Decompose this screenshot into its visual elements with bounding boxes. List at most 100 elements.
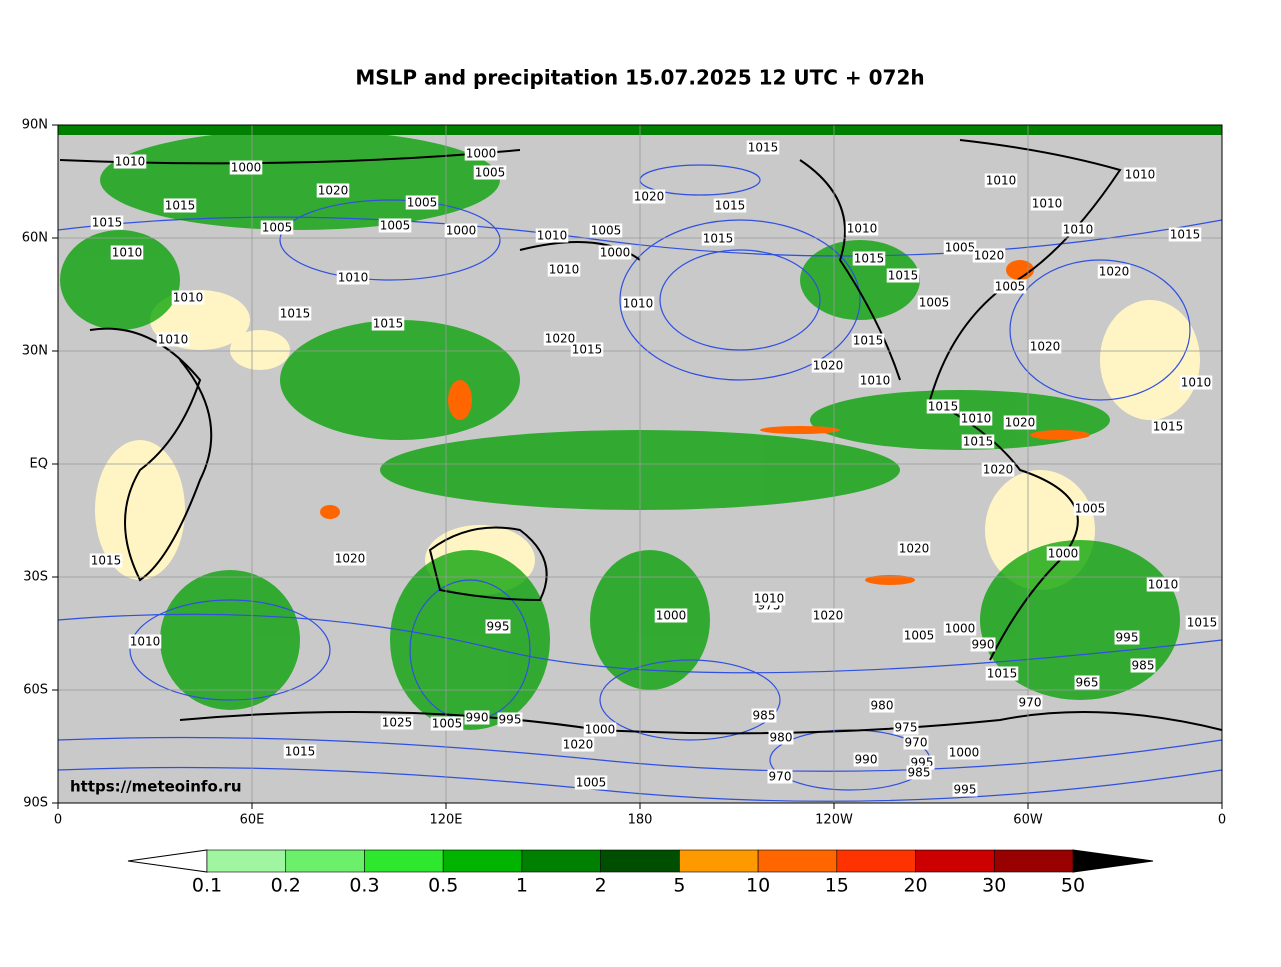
isobar-label-bg <box>926 399 960 414</box>
colorbar-label: 1 <box>516 875 528 897</box>
isobar-label: 1010 <box>754 592 785 606</box>
isobar-label: 1005 <box>380 219 411 233</box>
isobar-label-bg <box>473 165 507 180</box>
isobar-label-bg <box>621 296 655 311</box>
isobar-label-bg <box>405 195 439 210</box>
isobar-label-bg <box>113 154 147 169</box>
colorbar-label: 0.1 <box>192 875 222 897</box>
isobar-label-bg <box>851 333 885 348</box>
isobar-label: 1000 <box>945 622 976 636</box>
isobar-label-bg <box>961 434 995 449</box>
isobar-label-bg <box>497 712 523 727</box>
colorbar-segment <box>836 849 916 873</box>
colorbar-segment <box>757 849 838 873</box>
isobar-label: 1015 <box>1187 616 1218 630</box>
isobar-label-bg <box>589 223 623 238</box>
isobar-label-bg <box>316 183 350 198</box>
isobar-label: 1010 <box>1032 197 1063 211</box>
isobar-label: 1005 <box>1075 502 1106 516</box>
isobar-label: 995 <box>954 783 977 797</box>
isobar-label: 1010 <box>112 246 143 260</box>
isobar-label-bg <box>845 221 879 236</box>
axes: 90N 60N 30N EQ 30S 60S 90S 0 60E 120E 180 120W 60W 0 <box>22 118 1226 828</box>
colorbar-label: 20 <box>903 875 927 897</box>
isobar-label: 1010 <box>623 297 654 311</box>
isobar-label: 970 <box>905 736 928 750</box>
isobar-label: 1020 <box>634 190 665 204</box>
isobar-label-bg <box>598 245 632 260</box>
isobar-label: 1000 <box>231 161 262 175</box>
isobar-label: 1000 <box>949 746 980 760</box>
isobar-label: 975 <box>895 721 918 735</box>
isobar-label: 1015 <box>1153 420 1184 434</box>
lon-label: 60W <box>1013 813 1043 828</box>
isobar-label-bg <box>985 666 1019 681</box>
colorbar-segment <box>364 849 444 873</box>
isobar-label: 1015 <box>853 334 884 348</box>
isobar-label-bg <box>378 218 412 233</box>
isobar-label: 995 <box>487 620 510 634</box>
colorbar-label: 10 <box>746 875 770 897</box>
isobar-label-bg <box>430 716 464 731</box>
isobar-label-bg <box>852 251 886 266</box>
isobar-label-bg <box>858 373 892 388</box>
isobar-label-bg <box>869 698 895 713</box>
isobar-label-bg <box>1130 658 1156 673</box>
isobar-label: 1005 <box>919 296 950 310</box>
isobar-label-bg <box>1168 227 1202 242</box>
isobar-label-bg <box>902 628 936 643</box>
colorbar-label: 0.5 <box>428 875 458 897</box>
isobar-label: 1010 <box>1063 223 1094 237</box>
colorbar-segment <box>600 849 680 873</box>
isobar-label-bg <box>90 215 124 230</box>
isobar-label: 1020 <box>545 332 576 346</box>
isobar-label: 1010 <box>537 229 568 243</box>
isobar-label-bg <box>893 720 919 735</box>
isobar-label: 970 <box>769 770 792 784</box>
isobar-label-bg <box>464 146 498 161</box>
isobar-label: 1020 <box>1005 416 1036 430</box>
isobar-label: 965 <box>1076 676 1099 690</box>
isobar-label: 985 <box>1132 659 1155 673</box>
isobar-label: 1020 <box>813 359 844 373</box>
colorbar-label: 0.3 <box>349 875 379 897</box>
isobar-label-bg <box>1185 615 1219 630</box>
isobar-label: 1015 <box>92 216 123 230</box>
lat-label: 30N <box>22 344 48 359</box>
isobar-label-bg <box>972 248 1006 263</box>
lat-label: 30S <box>23 570 48 585</box>
isobar-label: 1000 <box>585 723 616 737</box>
isobar-label: 1010 <box>1148 578 1179 592</box>
colorbar-segment <box>521 849 601 873</box>
isobar-label: 1020 <box>983 463 1014 477</box>
isobar-label-bg <box>947 745 981 760</box>
isobar-label-bg <box>278 306 312 321</box>
isobar-label-bg <box>371 316 405 331</box>
isobar-label-bg <box>1097 264 1131 279</box>
colorbar-segment <box>442 849 523 873</box>
isobar-label: 1020 <box>1099 265 1130 279</box>
isobar-label-bg <box>283 744 317 759</box>
isobar-label: 1005 <box>262 221 293 235</box>
isobar-label-bg <box>752 591 786 606</box>
isobar-label-bg <box>811 358 845 373</box>
isobar-label-bg <box>1074 675 1100 690</box>
isobar-label-bg <box>632 189 666 204</box>
isobar-label-bg <box>171 290 205 305</box>
isobar-label: 1005 <box>475 166 506 180</box>
isobar-label-bg <box>128 634 162 649</box>
isobar-label-bg <box>1123 167 1157 182</box>
isobar-label-bg <box>1151 419 1185 434</box>
lon-label: 120W <box>815 813 853 828</box>
isobar-label: 1015 <box>703 232 734 246</box>
isobar-label: 1015 <box>280 307 311 321</box>
isobar-label-bg <box>561 737 595 752</box>
isobar-label: 1010 <box>1181 376 1212 390</box>
isobar-label-bg <box>1028 339 1062 354</box>
isobar-label: 985 <box>908 766 931 780</box>
isobar-label: 1020 <box>563 738 594 752</box>
isobar-label-bg <box>1046 546 1080 561</box>
isobars <box>58 164 1222 802</box>
colorbar: 0.1 0.2 0.3 0.5 1 2 5 10 15 20 30 50 <box>127 849 1154 897</box>
